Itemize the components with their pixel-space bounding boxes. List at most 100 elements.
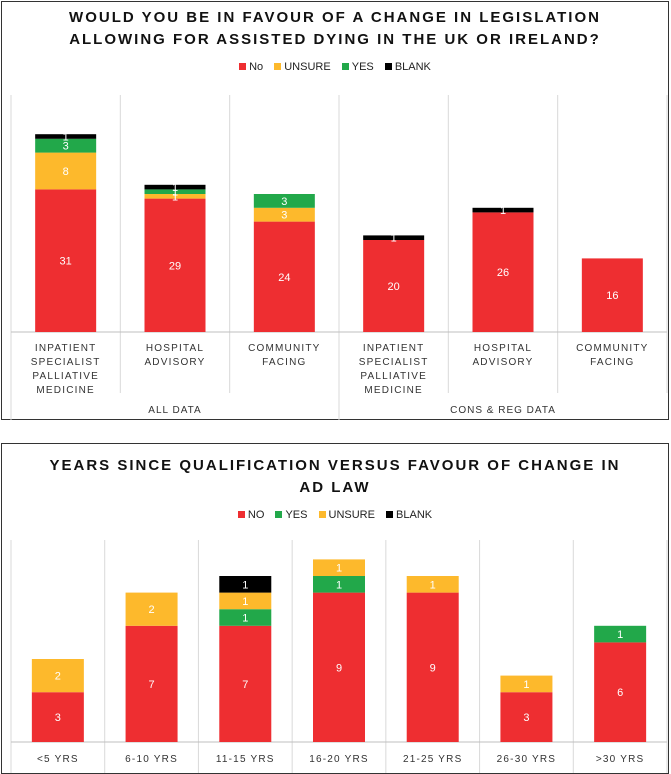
data-label-unsure-1: 2 bbox=[55, 671, 61, 683]
bar-segment-no-7 bbox=[594, 642, 647, 742]
legend-label: UNSURE bbox=[284, 61, 331, 73]
x-tick-label: PALLIATIVE bbox=[360, 371, 427, 382]
bar-segment-unsure-3 bbox=[219, 592, 272, 610]
x-tick-label: ADVISORY bbox=[472, 357, 533, 368]
bar-segment-unsure-4 bbox=[313, 559, 365, 576]
x-tick-label: HOSPITAL bbox=[474, 343, 532, 354]
x-tick-label: 6-10 YRS bbox=[125, 754, 178, 765]
data-label-no-6: 16 bbox=[606, 290, 618, 302]
chart-panel-assisted-dying: WOULD YOU BE IN FAVOUR OF A CHANGE IN LE… bbox=[1, 1, 669, 420]
bar-segment-no-1 bbox=[35, 189, 97, 332]
legend-swatch-no bbox=[239, 63, 247, 70]
legend-label: YES bbox=[351, 61, 374, 73]
data-label-yes-2: 1 bbox=[172, 187, 178, 199]
x-tick-label: COMMUNITY bbox=[576, 343, 648, 354]
data-label-no-3: 7 bbox=[242, 679, 248, 691]
chart-plot-area: 31831INPATIENTSPECIALISTPALLIATIVEMEDICI… bbox=[10, 95, 668, 420]
legend-label: BLANK bbox=[396, 509, 433, 521]
x-tick-label: >30 YRS bbox=[596, 754, 645, 765]
group-label-cons-reg-data: CONS & REG DATA bbox=[450, 405, 556, 416]
data-label-no-1: 3 bbox=[55, 712, 61, 724]
bar-segment-unsure-1 bbox=[31, 659, 84, 693]
data-label-unsure-3: 1 bbox=[242, 596, 248, 608]
bar-segment-blank-3 bbox=[219, 576, 272, 593]
x-tick-label: HOSPITAL bbox=[146, 343, 204, 354]
data-label-blank-1: 1 bbox=[63, 132, 69, 144]
x-tick-label: <5 YRS bbox=[37, 754, 79, 765]
legend-swatch-blank bbox=[384, 63, 392, 70]
legend-item-yes: YES bbox=[275, 509, 307, 521]
x-tick-label: 21-25 YRS bbox=[403, 754, 463, 765]
legend-swatch-no bbox=[237, 511, 245, 518]
bar-segment-no-5 bbox=[472, 212, 534, 332]
data-label-no-7: 6 bbox=[617, 687, 623, 699]
legend-swatch-blank bbox=[386, 511, 394, 518]
bar-segment-unsure-3 bbox=[253, 207, 315, 222]
x-tick-label: COMMUNITY bbox=[248, 343, 320, 354]
x-tick-label: MEDICINE bbox=[364, 385, 423, 396]
chart-legend: NO YES UNSURE BLANK bbox=[2, 509, 668, 521]
legend-item-no: NO bbox=[237, 509, 265, 521]
x-tick-label: PALLIATIVE bbox=[32, 371, 99, 382]
x-tick-label: ADVISORY bbox=[144, 357, 205, 368]
bar-segment-yes-1 bbox=[35, 138, 97, 153]
legend-swatch-unsure bbox=[274, 63, 282, 70]
x-tick-label: 26-30 YRS bbox=[497, 754, 557, 765]
legend-label: No bbox=[249, 61, 264, 73]
bar-segment-unsure-2 bbox=[125, 592, 178, 626]
data-label-no-2: 29 bbox=[169, 260, 181, 272]
legend-item-yes: YES bbox=[341, 61, 374, 73]
data-label-no-5: 26 bbox=[497, 267, 509, 279]
legend-swatch-yes bbox=[275, 511, 283, 518]
data-label-no-6: 3 bbox=[523, 712, 529, 724]
bar-segment-blank-5 bbox=[472, 207, 534, 213]
bar-segment-yes-4 bbox=[313, 576, 365, 593]
data-label-blank-2: 1 bbox=[172, 182, 178, 194]
bar-segment-no-3 bbox=[253, 221, 315, 332]
chart-title: WOULD YOU BE IN FAVOUR OF A CHANGE IN LE… bbox=[2, 7, 668, 51]
x-tick-label: INPATIENT bbox=[363, 343, 425, 354]
bar-segment-yes-2 bbox=[144, 189, 206, 194]
group-label-all-data: ALL DATA bbox=[148, 405, 201, 416]
data-label-no-5: 9 bbox=[430, 662, 436, 674]
data-label-yes-3: 3 bbox=[281, 196, 287, 208]
chart-panel-years-qualification: YEARS SINCE QUALIFICATION VERSUS FAVOUR … bbox=[1, 443, 669, 774]
data-label-no-2: 7 bbox=[149, 679, 155, 691]
x-tick-label: FACING bbox=[590, 357, 634, 368]
chart-title-line-1: WOULD YOU BE IN FAVOUR OF A CHANGE IN LE… bbox=[69, 9, 601, 26]
data-label-no-1: 31 bbox=[60, 256, 72, 268]
bar-segment-yes-7 bbox=[594, 625, 647, 643]
bar-segment-yes-3 bbox=[219, 609, 272, 626]
bar-segment-blank-4 bbox=[363, 235, 425, 240]
bar-segment-no-6 bbox=[500, 692, 553, 742]
data-label-no-3: 24 bbox=[278, 272, 290, 284]
data-label-unsure-5: 1 bbox=[430, 579, 436, 591]
bar-segment-no-5 bbox=[406, 592, 459, 742]
bar-segment-no-4 bbox=[363, 240, 425, 332]
x-tick-label: 11-15 YRS bbox=[216, 754, 275, 765]
bar-segment-unsure-2 bbox=[144, 194, 206, 199]
legend-label: YES bbox=[285, 509, 308, 521]
bar-segment-no-2 bbox=[125, 625, 178, 742]
data-label-no-4: 9 bbox=[336, 662, 342, 674]
legend-label: BLANK bbox=[394, 61, 431, 73]
legend-swatch-yes bbox=[341, 63, 349, 70]
bar-segment-no-1 bbox=[31, 692, 84, 742]
chart-title-line-2: AD LAW bbox=[299, 479, 371, 496]
legend-item-unsure: UNSURE bbox=[274, 61, 331, 73]
legend-label: NO bbox=[247, 509, 265, 521]
legend-item-blank: BLANK bbox=[384, 61, 431, 73]
bar-segment-no-2 bbox=[144, 198, 206, 332]
data-label-unsure-4: 1 bbox=[336, 563, 342, 575]
chart-title-line-1: YEARS SINCE QUALIFICATION VERSUS FAVOUR … bbox=[49, 457, 621, 474]
data-label-blank-5: 1 bbox=[500, 205, 506, 217]
data-label-unsure-3: 3 bbox=[281, 210, 287, 222]
data-label-unsure-1: 8 bbox=[63, 166, 69, 178]
legend-label: UNSURE bbox=[328, 509, 375, 521]
data-label-yes-4: 1 bbox=[336, 579, 342, 591]
x-tick-label: INPATIENT bbox=[35, 343, 97, 354]
bar-segment-blank-1 bbox=[35, 134, 97, 139]
data-label-yes-7: 1 bbox=[617, 629, 623, 641]
legend-item-no: No bbox=[239, 61, 263, 73]
chart-title-line-2: ALLOWING FOR ASSISTED DYING IN THE UK OR… bbox=[69, 31, 601, 48]
